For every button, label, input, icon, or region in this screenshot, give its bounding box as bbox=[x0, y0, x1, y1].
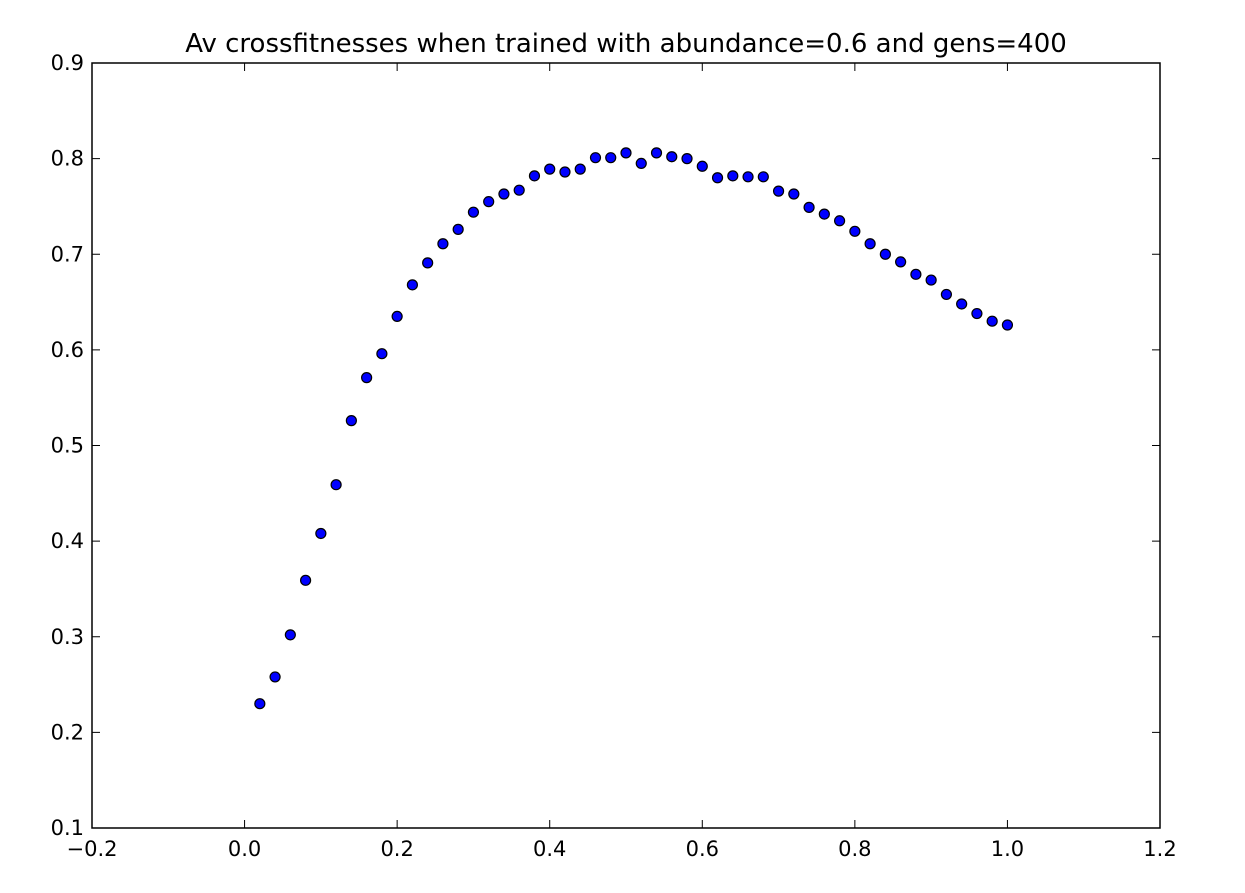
scatter-point bbox=[452, 223, 464, 235]
scatter-point bbox=[650, 147, 663, 159]
scatter-point bbox=[788, 188, 800, 200]
x-tick-label: 0.6 bbox=[686, 837, 719, 861]
scatter-point bbox=[376, 348, 388, 360]
scatter-point bbox=[772, 185, 785, 197]
y-tick-label: 0.4 bbox=[51, 529, 84, 553]
scatter-point bbox=[681, 153, 693, 165]
x-tick-label: 1.2 bbox=[1143, 837, 1176, 861]
scatter-point bbox=[284, 629, 296, 641]
scatter-point bbox=[1001, 319, 1014, 331]
scatter-point bbox=[589, 152, 602, 164]
x-tick-label: 1.0 bbox=[991, 837, 1024, 861]
scatter-point bbox=[269, 671, 281, 683]
scatter-point bbox=[528, 170, 541, 182]
scatter-point bbox=[879, 248, 891, 260]
scatter-point bbox=[925, 274, 937, 286]
y-tick-label: 0.8 bbox=[51, 147, 84, 171]
scatter-point bbox=[986, 315, 998, 327]
scatter-point bbox=[818, 208, 830, 220]
scatter-point bbox=[727, 170, 739, 182]
scatter-point bbox=[544, 163, 556, 175]
scatter-point bbox=[467, 206, 480, 218]
scatter-point bbox=[666, 151, 678, 163]
scatter-point bbox=[833, 215, 846, 227]
x-tick-label: −0.2 bbox=[67, 837, 118, 861]
scatter-point bbox=[345, 415, 357, 427]
scatter-point bbox=[635, 157, 647, 170]
scatter-point bbox=[956, 298, 968, 310]
scatter-point bbox=[483, 196, 495, 208]
scatter-point bbox=[513, 184, 525, 196]
x-tick-label: 0.4 bbox=[533, 837, 566, 861]
scatter-point bbox=[406, 279, 418, 291]
scatter-point bbox=[437, 238, 449, 250]
scatter-point bbox=[620, 147, 632, 159]
scatter-point bbox=[803, 201, 815, 213]
scatter-point bbox=[742, 171, 754, 183]
y-tick-label: 0.7 bbox=[51, 242, 84, 266]
scatter-point bbox=[498, 188, 510, 200]
scatter-point bbox=[361, 372, 373, 384]
x-tick-label: 0.0 bbox=[228, 837, 261, 861]
scatter-point bbox=[910, 268, 922, 280]
x-tick-label: 0.2 bbox=[380, 837, 413, 861]
scatter-point bbox=[971, 307, 983, 320]
scatter-point bbox=[696, 160, 708, 172]
scatter-point bbox=[574, 163, 586, 175]
scatter-point bbox=[711, 172, 724, 184]
scatter-point bbox=[849, 225, 861, 237]
y-tick-label: 0.2 bbox=[51, 720, 84, 744]
y-tick-label: 0.1 bbox=[51, 816, 84, 840]
scatter-point bbox=[315, 527, 327, 540]
scatter-point bbox=[422, 257, 434, 269]
y-tick-label: 0.3 bbox=[51, 625, 84, 649]
y-tick-label: 0.6 bbox=[51, 338, 84, 362]
scatter-point bbox=[895, 256, 907, 268]
scatter-point bbox=[330, 479, 342, 491]
x-tick-label: 0.8 bbox=[838, 837, 871, 861]
chart-title: Av crossfitnesses when trained with abun… bbox=[185, 29, 1067, 59]
scatter-point bbox=[940, 288, 953, 301]
scatter-point bbox=[757, 171, 769, 183]
scatter-point bbox=[605, 152, 617, 164]
scatter-point bbox=[254, 698, 266, 710]
y-tick-label: 0.9 bbox=[51, 51, 84, 75]
scatter-point bbox=[864, 238, 876, 250]
scatter-point bbox=[300, 574, 312, 586]
scatter-point bbox=[559, 166, 571, 178]
y-tick-label: 0.5 bbox=[51, 434, 84, 458]
scatter-point bbox=[391, 310, 403, 323]
